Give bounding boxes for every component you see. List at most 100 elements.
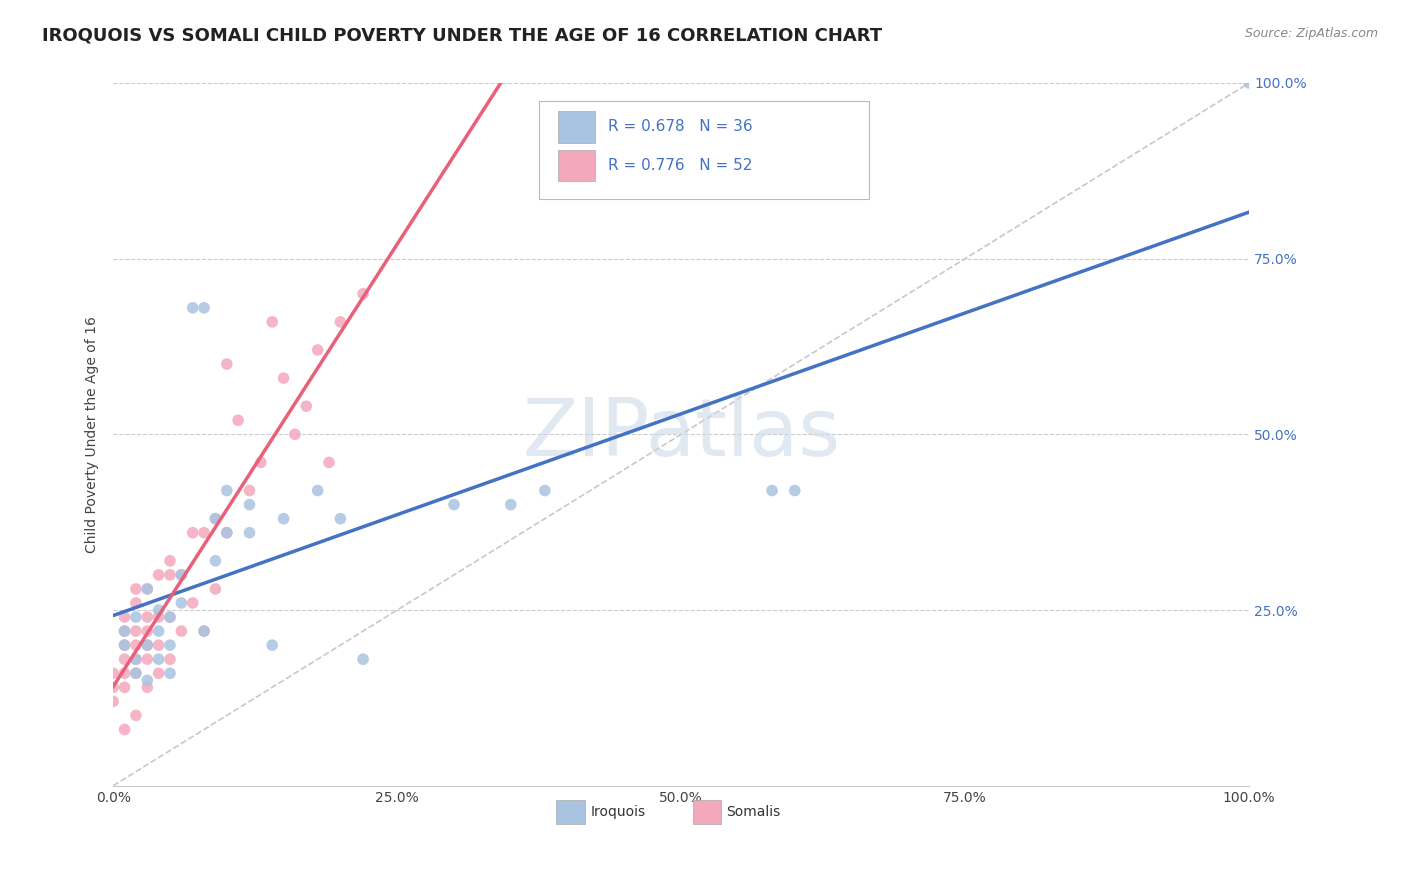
Point — [181, 596, 204, 610]
Point — [159, 638, 181, 652]
Point — [170, 624, 193, 639]
FancyBboxPatch shape — [538, 101, 869, 199]
Y-axis label: Child Poverty Under the Age of 16: Child Poverty Under the Age of 16 — [86, 316, 100, 553]
Point — [136, 673, 159, 688]
Text: Iroquois: Iroquois — [591, 805, 645, 819]
Point — [204, 511, 226, 525]
Point — [114, 666, 136, 681]
Point — [170, 596, 193, 610]
Bar — [558, 111, 595, 143]
Point — [159, 610, 181, 624]
Point — [125, 582, 148, 596]
Point — [159, 567, 181, 582]
Bar — [557, 800, 585, 824]
Point — [499, 498, 522, 512]
Point — [204, 582, 226, 596]
Point — [159, 652, 181, 666]
Point — [307, 483, 329, 498]
Point — [136, 582, 159, 596]
Point — [125, 638, 148, 652]
Text: ZIPatlas: ZIPatlas — [522, 395, 841, 474]
Point — [114, 638, 136, 652]
Point — [204, 554, 226, 568]
Point — [215, 483, 238, 498]
Point — [284, 427, 307, 442]
Point — [534, 483, 557, 498]
Point — [238, 483, 260, 498]
Point — [136, 610, 159, 624]
Point — [443, 498, 465, 512]
Point — [114, 652, 136, 666]
Point — [136, 638, 159, 652]
Point — [103, 694, 125, 708]
Point — [181, 301, 204, 315]
Point — [193, 525, 215, 540]
Text: IROQUOIS VS SOMALI CHILD POVERTY UNDER THE AGE OF 16 CORRELATION CHART: IROQUOIS VS SOMALI CHILD POVERTY UNDER T… — [42, 27, 883, 45]
Point — [125, 610, 148, 624]
Point — [148, 666, 170, 681]
Point — [125, 708, 148, 723]
Point — [159, 666, 181, 681]
Point — [181, 525, 204, 540]
Point — [159, 610, 181, 624]
Point — [125, 596, 148, 610]
Point — [238, 525, 260, 540]
Point — [215, 357, 238, 371]
Point — [329, 511, 352, 525]
Point — [125, 666, 148, 681]
Point — [307, 343, 329, 357]
Point — [783, 483, 806, 498]
Point — [103, 666, 125, 681]
Point — [136, 681, 159, 695]
Point — [148, 652, 170, 666]
Point — [262, 638, 284, 652]
Point — [238, 498, 260, 512]
Bar — [693, 800, 721, 824]
Point — [136, 638, 159, 652]
Text: Somalis: Somalis — [727, 805, 780, 819]
Point — [136, 582, 159, 596]
Text: R = 0.776   N = 52: R = 0.776 N = 52 — [609, 158, 752, 173]
Point — [148, 610, 170, 624]
Point — [329, 315, 352, 329]
Point — [136, 652, 159, 666]
Point — [125, 652, 148, 666]
Point — [114, 624, 136, 639]
Point — [226, 413, 249, 427]
Point — [262, 315, 284, 329]
Point — [193, 624, 215, 639]
Point — [114, 723, 136, 737]
Point — [114, 638, 136, 652]
Point — [114, 681, 136, 695]
Text: Source: ZipAtlas.com: Source: ZipAtlas.com — [1244, 27, 1378, 40]
Text: R = 0.678   N = 36: R = 0.678 N = 36 — [609, 120, 754, 135]
Point — [273, 511, 295, 525]
Point — [761, 483, 783, 498]
Point — [193, 624, 215, 639]
Point — [148, 603, 170, 617]
Point — [170, 567, 193, 582]
Point — [215, 525, 238, 540]
Point — [204, 511, 226, 525]
Point — [352, 652, 374, 666]
Point — [114, 610, 136, 624]
Point — [125, 666, 148, 681]
Point — [273, 371, 295, 385]
Point — [1237, 76, 1260, 90]
Point — [215, 525, 238, 540]
Point — [125, 624, 148, 639]
Point — [148, 638, 170, 652]
Point — [148, 567, 170, 582]
Point — [170, 567, 193, 582]
Point — [250, 455, 273, 469]
Point — [103, 681, 125, 695]
Point — [148, 624, 170, 639]
Point — [136, 624, 159, 639]
Point — [125, 652, 148, 666]
Point — [159, 554, 181, 568]
Point — [295, 399, 318, 413]
Point — [352, 286, 374, 301]
Point — [114, 624, 136, 639]
Point — [318, 455, 340, 469]
Bar — [558, 150, 595, 181]
